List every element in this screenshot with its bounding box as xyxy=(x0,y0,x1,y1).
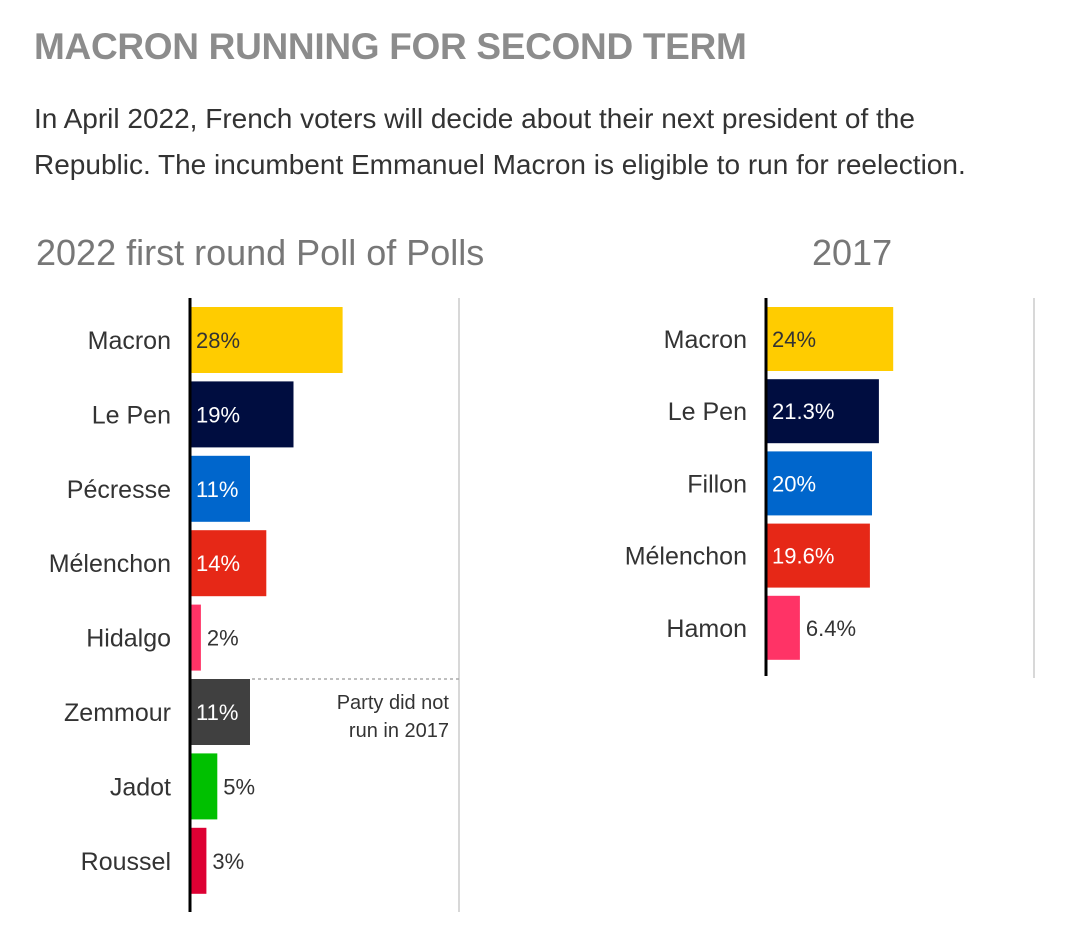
value-label-2017-fillon: 20% xyxy=(772,471,816,496)
value-label-2022-roussel: 3% xyxy=(212,849,244,874)
chart-2017: Macron 24% Le Pen 21.3% Fillon 20% Mélenchon 19… xyxy=(625,298,894,676)
chart-intro: In April 2022, French voters will decide… xyxy=(34,96,1084,188)
chart-title-2017: 2017 xyxy=(812,232,893,273)
category-label-2017-le-pen: Le Pen xyxy=(668,398,747,426)
category-label-2022-melenchon: Mélenchon xyxy=(49,550,171,578)
value-label-2022-pecresse: 11% xyxy=(196,477,238,502)
bar-2022-melenchon xyxy=(190,530,267,597)
bar-2017-macron xyxy=(766,307,894,371)
annotation-line-1: Party did not xyxy=(337,692,450,714)
bar-2022-le-pen xyxy=(190,381,294,448)
category-label-2022-hidalgo: Hidalgo xyxy=(86,625,171,653)
chart-title-2022: 2022 first round Poll of Polls xyxy=(36,232,485,273)
chart-headline: MACRON RUNNING FOR SECOND TERM xyxy=(34,26,747,67)
bar-2022-zemmour xyxy=(190,679,250,745)
bar-2017-melenchon xyxy=(766,523,870,588)
bar-2022-macron xyxy=(190,307,343,373)
value-label-2022-zemmour: 11% xyxy=(196,700,238,725)
bar-2017-hamon xyxy=(766,595,800,660)
category-label-2017-macron: Macron xyxy=(664,326,747,354)
chart-2022: Macron 28% Le Pen 19% Pécresse 11% Mélenchon 14… xyxy=(49,298,343,912)
annotation-line-2: run in 2017 xyxy=(349,720,449,742)
bar-2022-pecresse xyxy=(190,455,250,522)
category-label-2017-melenchon: Mélenchon xyxy=(625,543,747,571)
bar-2022-jadot xyxy=(190,753,218,820)
bar-2017-fillon xyxy=(766,451,872,516)
bar-2017-le-pen xyxy=(766,379,879,444)
value-label-2022-jadot: 5% xyxy=(223,774,255,799)
category-label-2017-fillon: Fillon xyxy=(687,470,747,498)
category-label-2017-hamon: Hamon xyxy=(666,615,747,643)
category-label-2022-macron: Macron xyxy=(88,327,171,355)
bar-2022-hidalgo xyxy=(190,604,201,671)
category-label-2022-zemmour: Zemmour xyxy=(64,699,171,727)
value-label-2022-macron: 28% xyxy=(196,328,240,353)
category-label-2022-roussel: Roussel xyxy=(81,848,171,876)
bar-2022-roussel xyxy=(190,827,207,894)
value-label-2017-macron: 24% xyxy=(772,327,816,352)
intro-line-1: In April 2022, French voters will decide… xyxy=(34,103,915,134)
value-label-2022-melenchon: 14% xyxy=(196,551,240,576)
intro-line-2: Republic. The incumbent Emmanuel Macron … xyxy=(34,149,966,180)
category-label-2022-le-pen: Le Pen xyxy=(92,401,171,429)
value-label-2022-hidalgo: 2% xyxy=(207,626,239,651)
category-label-2022-pecresse: Pécresse xyxy=(67,476,171,504)
value-label-2022-le-pen: 19% xyxy=(196,402,240,427)
value-label-2017-melenchon: 19.6% xyxy=(772,544,834,569)
value-label-2017-le-pen: 21.3% xyxy=(772,399,834,424)
category-label-2022-jadot: Jadot xyxy=(110,773,171,801)
value-label-2017-hamon: 6.4% xyxy=(806,616,856,641)
